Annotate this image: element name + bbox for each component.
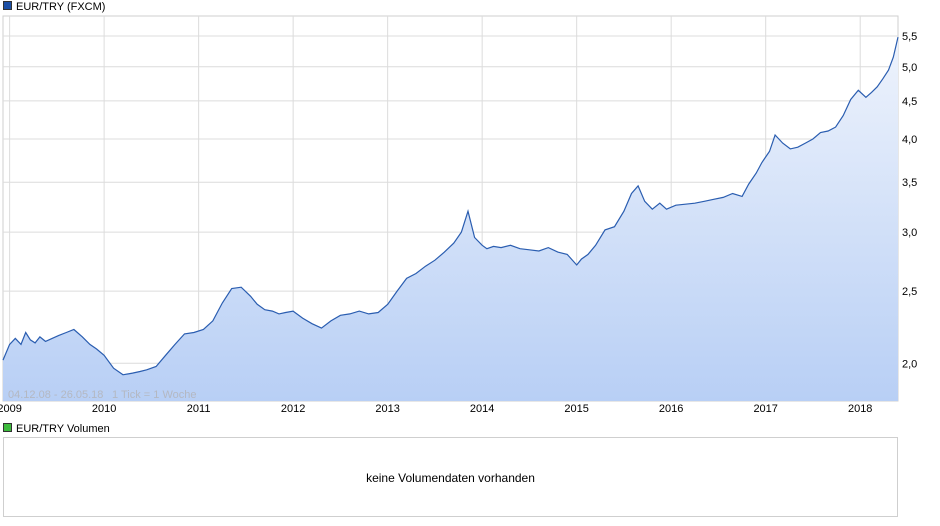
x-tick-label: 2018	[848, 403, 872, 415]
y-tick-label: 5,0	[902, 62, 917, 74]
date-range-label: 04.12.08 - 26.05.18	[8, 389, 103, 401]
price-chart: 2,0 2,5 3,0 3,5 4,0 4,5 5,0 5,5 2009 2010 2011 201…	[0, 15, 917, 415]
x-tick-label: 2009	[0, 403, 22, 415]
x-tick-label: 2010	[92, 403, 116, 415]
y-tick-label: 2,5	[902, 286, 917, 298]
y-tick-label: 2,0	[902, 358, 917, 370]
x-tick-label: 2017	[753, 403, 777, 415]
price-legend-label: EUR/TRY (FXCM)	[16, 1, 106, 13]
x-tick-label: 2012	[281, 403, 305, 415]
volume-legend-swatch	[3, 423, 12, 432]
x-tick-label: 2014	[470, 403, 494, 415]
x-tick-label: 2011	[187, 403, 211, 415]
y-tick-label: 3,5	[902, 177, 917, 189]
tick-interval-label: 1 Tick = 1 Woche	[112, 389, 196, 401]
volume-legend-label: EUR/TRY Volumen	[16, 423, 110, 435]
price-area	[3, 37, 898, 401]
x-tick-label: 2016	[659, 403, 683, 415]
x-tick-label: 2013	[375, 403, 399, 415]
price-legend-swatch	[3, 1, 12, 10]
volume-legend: EUR/TRY Volumen	[3, 423, 110, 435]
volume-panel: keine Volumendaten vorhanden	[3, 437, 898, 517]
no-volume-message: keine Volumendaten vorhanden	[366, 471, 535, 485]
price-legend: EUR/TRY (FXCM)	[3, 1, 105, 13]
x-tick-label: 2015	[564, 403, 588, 415]
y-tick-label: 4,5	[902, 96, 917, 108]
price-line	[2, 36, 899, 376]
y-tick-label: 3,0	[902, 227, 917, 239]
y-tick-label: 5,5	[902, 31, 917, 43]
y-tick-label: 4,0	[902, 134, 917, 146]
